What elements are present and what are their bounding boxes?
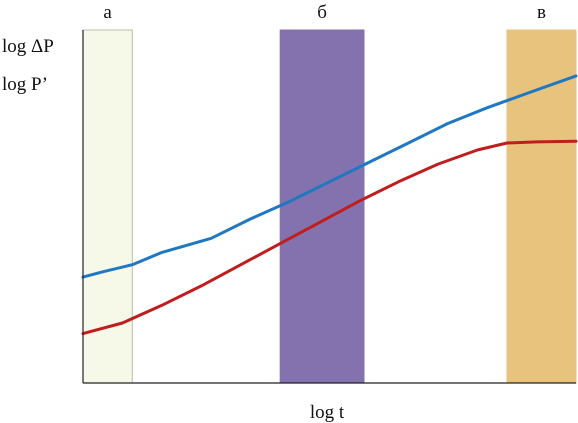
region-band-1 <box>82 29 133 384</box>
region-label-2: б <box>317 2 327 23</box>
region-band-3 <box>506 29 577 384</box>
region-label-3: в <box>537 2 546 23</box>
series-lines <box>81 74 578 336</box>
region-label-1: а <box>103 2 112 23</box>
y-axis-label-line-1: log ΔP <box>2 36 54 57</box>
y-axis-label-line-2: log P’ <box>2 74 48 95</box>
series-line-2 <box>81 139 578 336</box>
series-line-1 <box>81 74 578 279</box>
x-axis-label: log t <box>310 402 345 423</box>
region-labels: а б в <box>103 2 546 23</box>
flow-regime-regions <box>82 29 577 384</box>
